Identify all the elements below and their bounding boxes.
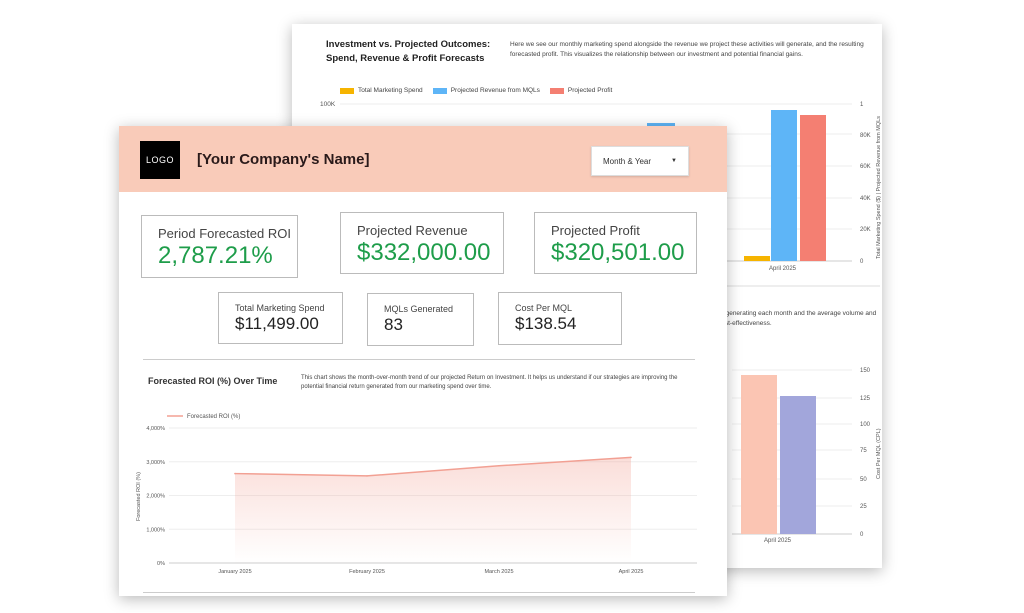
kpi-value: $138.54 (515, 314, 577, 333)
dropdown-label: Month & Year (603, 156, 652, 166)
section-divider (143, 359, 695, 360)
y-tick-label: 2,000% (146, 494, 165, 500)
kpi-value: $11,499.00 (235, 314, 319, 333)
back-right2-tick: 25 (860, 504, 867, 510)
back-bar-revenue (771, 110, 797, 261)
legend-item-spend: Total Marketing Spend (340, 87, 423, 94)
back-right-tick: 20K (860, 227, 871, 233)
kpi-label: Projected Revenue (357, 223, 468, 238)
caret-down-icon: ▼ (671, 158, 677, 164)
kpi-label: Total Marketing Spend (235, 303, 325, 313)
kpi-card-profit: Projected Profit $320,501.00 (534, 212, 697, 274)
roi-chart-description: This chart shows the month-over-month tr… (301, 375, 678, 390)
back-left-tick: 100K (320, 101, 336, 108)
bottom-divider (143, 592, 695, 593)
kpi-card-roi: Period Forecasted ROI 2,787.21% (141, 215, 298, 278)
x-tick-label: April 2025 (619, 569, 644, 575)
roi-data-point (234, 472, 236, 475)
kpi-card-revenue: Projected Revenue $332,000.00 (340, 212, 504, 274)
back-x-label: April 2025 (769, 266, 797, 272)
roi-data-point (366, 475, 368, 477)
kpi-card-mqls: MQLs Generated 83 (367, 293, 474, 346)
back-right2-tick: 100 (860, 422, 871, 428)
roi-area-fill (235, 457, 631, 563)
kpi-card-cost-per-mql: Cost Per MQL $138.54 (498, 292, 622, 345)
back-bar-profit (800, 115, 826, 261)
kpi-label: Projected Profit (551, 223, 640, 238)
kpi-label: MQLs Generated (384, 304, 454, 314)
report-header: LOGO [Your Company's Name] Month & Year … (119, 126, 727, 192)
y-tick-label: 4,000% (146, 426, 165, 432)
back-right2-tick: 125 (860, 396, 871, 402)
y-axis-label: Forecasted ROI (%) (136, 472, 142, 521)
back-right2-tick: 150 (860, 368, 871, 374)
back-bar-spend (744, 256, 770, 261)
roi-data-point (498, 465, 500, 467)
month-year-dropdown[interactable]: Month & Year ▼ (591, 146, 689, 176)
back-right-tick: 0 (860, 259, 864, 265)
back-right-tick: 80K (860, 133, 871, 139)
company-logo: LOGO (140, 141, 180, 179)
back-right2-axis-label: Cost Per MQL (CPL) (876, 428, 882, 479)
back-x2-label: April 2025 (764, 538, 792, 544)
back-right2-tick: 50 (860, 477, 867, 483)
roi-data-point (630, 456, 632, 459)
roi-series-line (234, 456, 632, 477)
back-right2-tick: 75 (860, 448, 867, 454)
back-right-axis-label: Total Marketing Spend ($) | Projected Re… (876, 116, 882, 259)
kpi-card-spend: Total Marketing Spend $11,499.00 (218, 292, 343, 344)
legend-item-revenue: Projected Revenue from MQLs (432, 87, 540, 94)
kpi-label: Cost Per MQL (515, 303, 573, 313)
kpi-label: Period Forecasted ROI (158, 226, 291, 241)
back-chart-description: Here we see our monthly marketing spend … (510, 41, 864, 58)
back-right-tick: 60K (860, 164, 871, 170)
kpi-value: 2,787.21% (158, 242, 273, 269)
kpi-value: $332,000.00 (357, 239, 491, 266)
back-right2-tick: 0 (860, 532, 864, 538)
kpi-value: 83 (384, 315, 403, 334)
y-tick-label: 1,000% (146, 527, 165, 533)
back-chart-title: Investment vs. Projected Outcomes: Spend… (326, 39, 491, 64)
roi-line-chart: 0% 1,000% 2,000% 3,000% 4,000% January 2025 Fe… (136, 414, 697, 575)
y-tick-label: 0% (157, 561, 165, 567)
back-chart-legend: Total Marketing Spend Projected Revenue … (340, 87, 612, 94)
x-tick-label: February 2025 (349, 569, 385, 575)
roi-chart-title: Forecasted ROI (%) Over Time (148, 376, 278, 386)
back-mql-description: re generating each month and the average… (718, 310, 877, 327)
x-tick-label: March 2025 (484, 569, 513, 575)
y-tick-label: 3,000% (146, 460, 165, 466)
back-right-tick: 40K (860, 196, 871, 202)
back-bar-mqls (741, 375, 777, 534)
legend-item-profit: Projected Profit (549, 87, 612, 94)
back-right-tick: 1 (860, 102, 864, 108)
front-report-page: LOGO [Your Company's Name] Month & Year … (119, 126, 727, 596)
x-tick-label: January 2025 (218, 569, 251, 575)
legend-label: Forecasted ROI (%) (187, 414, 240, 420)
kpi-value: $320,501.00 (551, 239, 685, 266)
company-name: [Your Company's Name] (197, 151, 370, 168)
back-bar-cpl (780, 396, 816, 534)
